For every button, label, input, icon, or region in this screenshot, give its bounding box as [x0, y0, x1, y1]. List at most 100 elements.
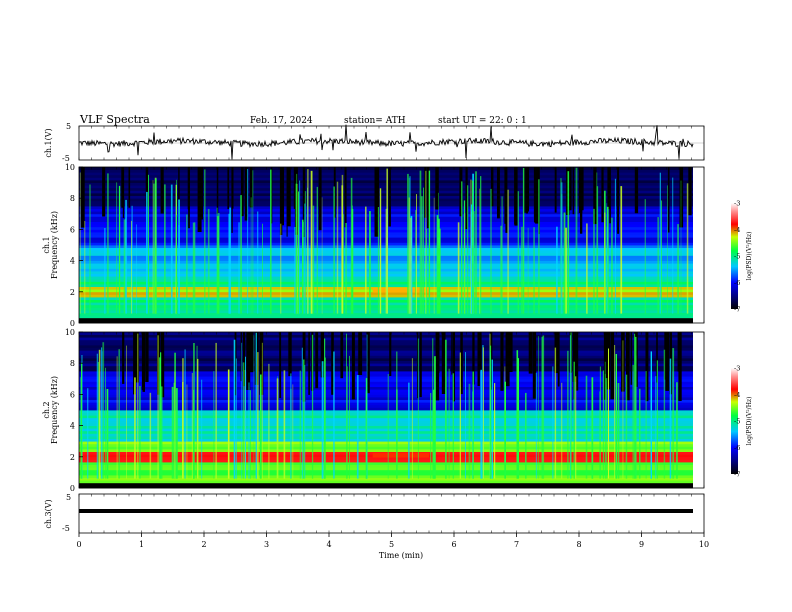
- ch2-spectrogram-sferic: [245, 356, 246, 479]
- ch2-spectrogram-band: [79, 441, 693, 445]
- ch2-spectrogram-sferic: [157, 335, 159, 479]
- ch1-spectrogram-sferic: [262, 223, 263, 314]
- ch2-colorbar-tick-label: -5: [734, 418, 740, 426]
- ch1-spectrogram-sferic: [457, 222, 460, 314]
- ch2-spectrogram-quiet-patch: [320, 332, 325, 378]
- ch1-spectrogram-quiet-patch: [514, 167, 517, 225]
- ch2-spectrogram-band: [79, 443, 693, 447]
- ch1-spectrogram-sferic: [118, 185, 121, 314]
- ch2-spectrogram-sferic: [494, 383, 496, 479]
- ch1-spectrogram-quiet-patch: [535, 167, 539, 224]
- station-label: station= ATH: [344, 116, 406, 126]
- ch1-spectrogram-quiet-patch: [667, 167, 670, 233]
- ch2-spectrogram-sferic: [617, 383, 620, 479]
- ch1-spectrogram-sferic: [270, 169, 272, 314]
- ch2-spectrogram-quiet-patch: [122, 332, 125, 384]
- ch2-spectrogram-sferic: [585, 375, 588, 479]
- ch1-spectrogram-quiet-patch: [227, 167, 230, 210]
- ch1-spectrogram-sferic: [464, 213, 466, 314]
- ch1-spectrogram-sferic: [131, 220, 132, 314]
- ch2-spectrogram-heatmap: [79, 332, 693, 489]
- ch1-spectrogram-sferic: [351, 205, 353, 314]
- ch1-spectrogram-sferic: [296, 173, 298, 314]
- ch2-spectrogram-sferic: [365, 391, 368, 479]
- ch2-spectrogram-band: [79, 381, 693, 385]
- ch2-spectrogram-sferic: [101, 351, 103, 479]
- ch1-spectrogram-sferic: [661, 200, 662, 314]
- ch2-spectrogram-sferic: [468, 383, 471, 479]
- ch1-spectrogram-band: [79, 198, 693, 202]
- ch2-spectrogram-band: [79, 384, 693, 387]
- ch2-spectrogram-sferic: [517, 358, 519, 479]
- ch2-spectrogram-quiet-patch: [279, 332, 282, 398]
- ch2-spectrogram-band: [79, 459, 693, 463]
- ch2-spectrogram-quiet-patch: [575, 332, 579, 391]
- ch1-spectrogram-sferic: [302, 219, 304, 314]
- ch2-spectrogram-quiet-patch: [419, 332, 422, 398]
- ch1-spectrogram-band: [79, 200, 693, 204]
- ch2-spectrogram-sferic: [301, 347, 303, 479]
- ch2-spectrogram-quiet-patch: [234, 332, 237, 396]
- ch2-spectrogram-sferic: [106, 389, 109, 479]
- ch1-spectrogram-sferic: [517, 191, 519, 314]
- ch2-spectrogram-sferic: [173, 382, 175, 479]
- ch2-spectrogram-quiet-patch: [331, 332, 334, 395]
- ch1-spectrogram-sferic: [433, 197, 435, 314]
- ch2-spectrogram-sferic: [672, 348, 675, 479]
- ch2-spectrogram-quiet-patch: [554, 332, 559, 374]
- ch1-spectrogram-quiet-patch: [244, 167, 248, 221]
- ch1-spectrogram-ytick-label: 8: [70, 194, 75, 203]
- ch1-spectrogram-sferic: [194, 222, 196, 314]
- ch2-spectrogram-quiet-patch: [441, 332, 446, 394]
- time-tick-label: 7: [514, 540, 519, 549]
- ch2-spectrogram-band: [79, 415, 693, 419]
- ch2-spectrogram-quiet-patch: [242, 332, 246, 387]
- ch1-spectrogram-sferic: [611, 217, 613, 314]
- ch1-spectrogram-sferic: [556, 226, 558, 314]
- ch1-spectrogram-sferic: [307, 169, 309, 314]
- ch2-spectrogram-band: [79, 462, 693, 465]
- ch1-spectrogram-quiet-patch: [526, 167, 529, 214]
- ch2-spectrogram-quiet-patch: [452, 332, 455, 402]
- ch2-spectrogram-sferic: [669, 358, 672, 479]
- ch2-spectrogram-band: [79, 337, 693, 341]
- ch1-spectrogram-sferic: [176, 215, 177, 314]
- ch2-spectrogram-sferic: [233, 339, 236, 479]
- ch1-spectrogram-band: [79, 206, 693, 209]
- ch1-spectrogram-sferic: [131, 205, 133, 314]
- ch2-spectrogram-quiet-patch: [351, 332, 355, 400]
- time-tick-label: 5: [389, 540, 394, 549]
- ch2-spectrogram-quiet-patch: [528, 332, 533, 374]
- ch2-spectrogram-sferic: [253, 335, 255, 479]
- ch2-spectrogram-sferic: [356, 375, 359, 479]
- ch2-spectrogram-quiet-patch: [142, 332, 145, 392]
- ch2-spectrogram-sferic: [292, 384, 294, 479]
- ch1-spectrogram-quiet-patch: [286, 167, 291, 227]
- ch1-spectrogram-sferic: [247, 169, 249, 314]
- ch1-spectrogram-quiet-patch: [199, 167, 203, 220]
- ch1-spectrogram-band: [79, 195, 693, 199]
- ch2-spectrogram-sferic: [567, 350, 569, 479]
- ch1-spectrogram-quiet-patch: [271, 167, 273, 224]
- ch1-spectrogram-sferic: [304, 191, 307, 314]
- ch2-spectrogram-band: [79, 360, 693, 364]
- ch2-spectrogram-sferic: [434, 356, 436, 479]
- ch1-spectrogram-sferic: [407, 173, 409, 314]
- ch1-spectrogram-sferic: [473, 211, 475, 314]
- ch2-spectrogram-sferic: [569, 335, 571, 479]
- ch2-spectrogram-band: [79, 477, 693, 481]
- ch1-spectrogram-sferic: [538, 179, 540, 314]
- ch2-spectrogram-quiet-patch: [288, 332, 292, 377]
- ch2-spectrogram-quiet-patch: [605, 332, 607, 385]
- ch2-spectrogram-sferic: [602, 370, 604, 479]
- ch2-spectrogram-band: [79, 378, 693, 382]
- ch1-spectrogram-sferic: [686, 183, 689, 314]
- ch1-spectrogram-sferic: [533, 227, 535, 314]
- time-tick-label: 4: [326, 540, 331, 549]
- ch1-spectrogram-quiet-patch: [688, 167, 692, 216]
- ch1-spectrogram-quiet-patch: [80, 167, 85, 228]
- ch2-spectrogram-band: [79, 391, 693, 395]
- ch1-spectrogram-quiet-patch: [491, 167, 494, 207]
- time-tick-label: 6: [451, 540, 456, 549]
- ch2-spectrogram-band: [79, 358, 693, 361]
